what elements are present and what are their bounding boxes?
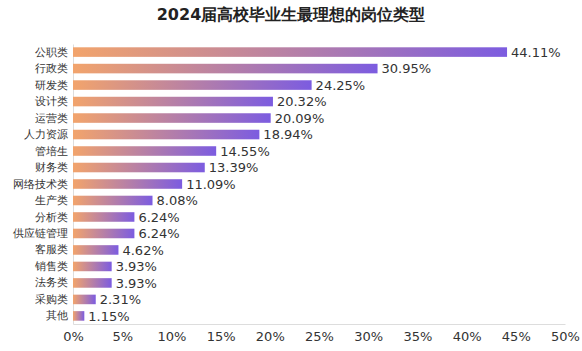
y-tick: 采购类 [35,293,73,306]
x-tick-label: 30% [354,329,383,344]
x-tick-label: 25% [305,329,334,344]
x-tick: 45% [502,324,531,344]
x-axis: 0% 5% 10% 15% 20% 25% 30% 35% 40% 45% 50% [63,324,580,344]
y-tick-label: 法务类 [35,276,68,289]
x-tick-label: 45% [502,329,531,344]
y-tick: 分析类 [35,210,73,223]
y-tick-label: 人力资源 [24,128,68,141]
data-label: 3.93% [116,259,157,274]
data-label: 8.08% [157,193,198,208]
data-label: 2.31% [100,292,141,307]
bar [73,295,96,305]
x-tick-label: 0% [63,329,84,344]
x-axis-line [74,324,566,325]
x-tick-label: 15% [207,329,236,344]
data-label: 18.94% [263,127,313,142]
data-label: 20.09% [275,111,325,126]
bar [73,179,182,189]
bar [73,146,216,156]
data-label: 6.24% [138,210,179,225]
data-labels: 44.11% 30.95% 24.25%20.32% 20.09%18.94% 14.5… [88,45,560,324]
bar [73,245,118,255]
y-tick-label: 其他 [46,309,68,322]
bar [73,278,112,288]
bar [73,212,134,222]
data-label: 6.24% [138,226,179,241]
bars [73,47,507,320]
y-tick: 行政类 [35,62,73,75]
bar [73,80,312,90]
y-tick: 生产类 [35,194,73,207]
title: 2024届高校毕业生最理想的岗位类型 [157,5,426,24]
x-tick-label: 50% [551,329,580,344]
bar [73,64,378,74]
bar [73,163,205,173]
data-label: 11.09% [186,177,236,192]
y-tick: 研发类 [35,79,73,92]
y-tick-label: 销售类 [34,260,68,273]
y-tick: 运营类 [35,112,73,125]
y-tick-label: 行政类 [35,62,68,75]
x-tick: 50% [551,324,580,344]
chart: 2024届高校毕业生最理想的岗位类型 0% 5% 10% 15% 20% 25% 30% 35%… [0,0,582,351]
y-tick-label: 公职类 [35,46,68,59]
bar [73,262,112,272]
bar [73,113,271,123]
y-tick-label: 采购类 [35,293,68,306]
bar [73,229,134,239]
x-tick: 10% [157,324,186,344]
y-tick-label: 分析类 [35,210,68,223]
x-tick-label: 20% [256,329,285,344]
y-tick: 管培生 [35,145,73,158]
y-tick: 公职类 [35,46,73,59]
data-label: 14.55% [220,144,270,159]
data-label: 13.39% [209,160,259,175]
y-tick-label: 运营类 [35,112,68,125]
y-tick-label: 供应链管理 [13,227,68,240]
data-label: 24.25% [316,78,366,93]
y-tick-label: 财务类 [35,161,68,174]
data-label: 3.93% [116,276,157,291]
x-tick: 5% [112,324,133,344]
x-tick: 40% [453,324,482,344]
y-tick: 销售类 [34,260,73,273]
y-tick: 网络技术类 [13,178,73,191]
data-label: 20.32% [277,94,327,109]
data-label: 4.62% [122,243,163,258]
y-tick: 供应链管理 [13,227,73,240]
data-label: 44.11% [511,45,561,60]
y-tick-label: 管培生 [35,145,68,158]
y-tick-label: 生产类 [35,194,68,207]
data-label: 30.95% [382,61,432,76]
y-tick-label: 客服类 [35,243,68,256]
x-tick-label: 40% [453,329,482,344]
y-tick: 客服类 [35,243,73,256]
bar [73,97,273,107]
y-tick: 人力资源 [24,128,73,141]
y-tick-label: 网络技术类 [13,178,68,191]
y-tick-label: 研发类 [35,79,68,92]
x-tick: 20% [256,324,285,344]
bar [73,311,84,321]
y-axis: 公职类行政类研发类设计类运营类人力资源管培生财务类网络技术类生产类分析类供应链管… [13,45,74,325]
x-tick: 0% [63,324,84,344]
y-tick: 其他 [46,309,73,322]
x-tick: 15% [207,324,236,344]
bar [73,130,259,140]
x-tick: 35% [403,324,432,344]
x-tick: 30% [354,324,383,344]
x-tick-label: 10% [157,329,186,344]
y-tick: 法务类 [35,276,73,289]
x-tick-label: 5% [112,329,133,344]
x-tick: 25% [305,324,334,344]
data-label: 1.15% [88,309,129,324]
bar [73,47,507,57]
x-tick-label: 35% [403,329,432,344]
y-tick: 财务类 [35,161,73,174]
bar [73,196,153,206]
y-tick-label: 设计类 [35,95,68,108]
y-tick: 设计类 [35,95,73,108]
